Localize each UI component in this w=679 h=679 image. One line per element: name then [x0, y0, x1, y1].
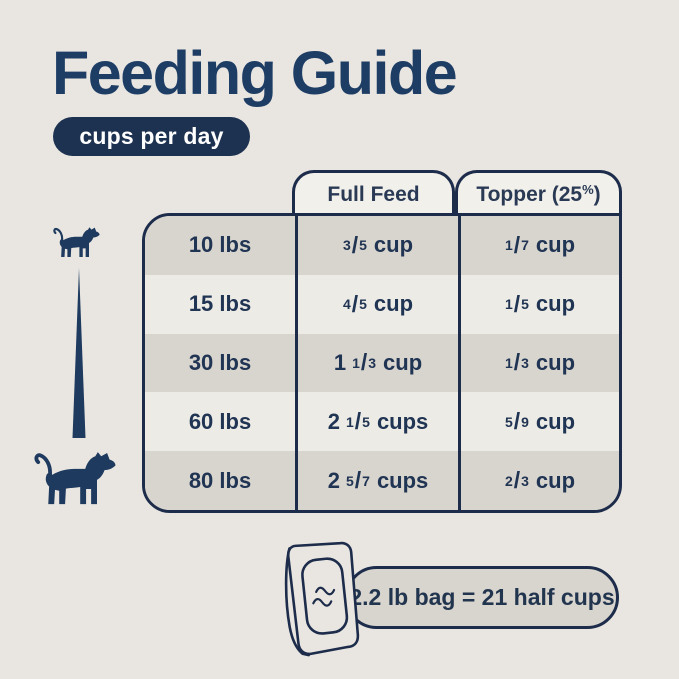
small-dog-icon: [53, 227, 100, 257]
column-header-topper: Topper (25%): [455, 170, 622, 216]
table-row: 15 lbs 4/5 cup 1/5 cup: [145, 274, 619, 334]
topper-cell: 5/9 cup: [458, 392, 619, 452]
cups-per-day-badge: cups per day: [53, 117, 250, 156]
weight-cell: 30 lbs: [188, 349, 252, 375]
topper-cell: 1/7 cup: [458, 216, 619, 275]
topper-cell: 1/3 cup: [458, 333, 619, 393]
table-row: 80 lbs 2 5/7 cups 2/3 cup: [145, 451, 619, 510]
topper-cell: 1/5 cup: [458, 274, 619, 334]
table-row: 30 lbs 1 1/3 cup 1/3 cup: [145, 333, 619, 393]
large-dog-icon: [34, 452, 116, 505]
page-title: Feeding Guide: [52, 39, 458, 107]
bag-size-note: 2.2 lb bag = 21 half cups: [345, 566, 619, 629]
full-feed-cell: 2 1/5 cups: [295, 392, 458, 452]
feeding-table: 10 lbs 3/5 cup 1/7 cup 15 lbs 4/5 cup 1/5 cu…: [142, 213, 622, 513]
size-taper-line: [72, 268, 86, 438]
table-row: 10 lbs 3/5 cup 1/7 cup: [145, 216, 619, 275]
full-feed-cell: 3/5 cup: [295, 216, 458, 275]
bag-note-label: 2.2 lb bag = 21 half cups: [349, 584, 615, 610]
weight-cell: 10 lbs: [188, 232, 252, 258]
weight-cell: 60 lbs: [188, 408, 252, 434]
badge-label: cups per day: [79, 123, 224, 149]
full-feed-cell: 1 1/3 cup: [295, 333, 458, 393]
full-feed-cell: 4/5 cup: [295, 274, 458, 334]
weight-cell: 80 lbs: [188, 467, 252, 493]
column-header-full-feed: Full Feed: [292, 170, 455, 216]
weight-cell: 15 lbs: [188, 291, 252, 317]
table-row: 60 lbs 2 1/5 cups 5/9 cup: [145, 392, 619, 452]
topper-cell: 2/3 cup: [458, 451, 619, 510]
full-feed-cell: 2 5/7 cups: [295, 451, 458, 510]
food-bag-icon: [284, 541, 360, 657]
topper-label: Topper (25%): [476, 181, 601, 206]
full-feed-label: Full Feed: [327, 182, 420, 206]
